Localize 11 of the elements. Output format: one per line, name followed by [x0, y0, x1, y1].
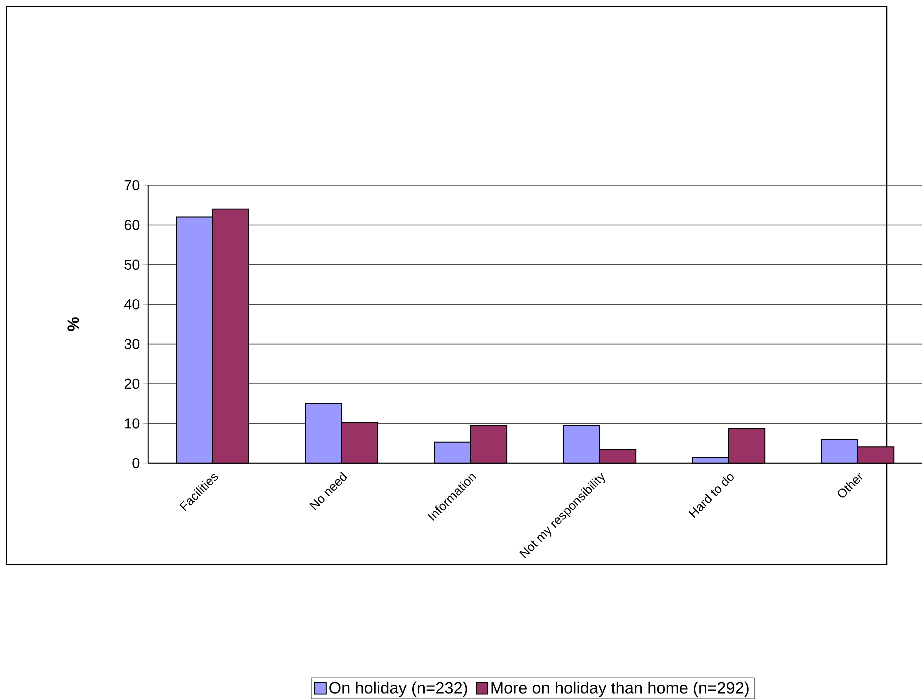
y-tick-label: 10: [125, 418, 140, 429]
legend-label: More on holiday than home (n=292): [492, 682, 749, 698]
y-tick-label: 60: [124, 220, 140, 230]
y-tick-label: 30: [124, 339, 140, 350]
y-tick-label: 0: [132, 458, 140, 468]
y-tick-label: 20: [124, 378, 140, 390]
y-axis-title: %: [68, 318, 80, 332]
y-tick-label: 50: [124, 260, 140, 270]
y-tick-label: 70: [124, 180, 140, 191]
y-tick-label: 40: [124, 299, 140, 310]
legend-label: On holiday (n=232): [330, 682, 468, 698]
